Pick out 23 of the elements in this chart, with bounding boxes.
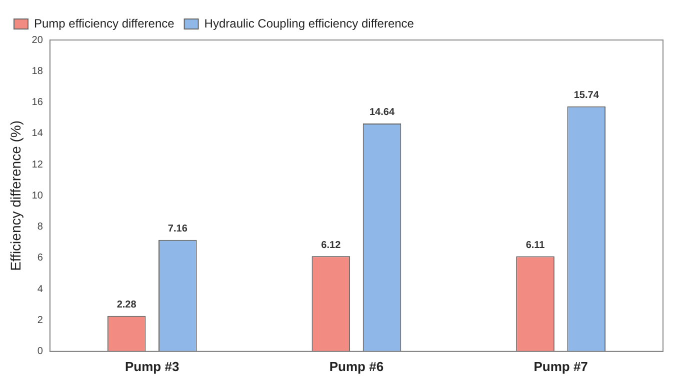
y-tick-label: 6	[37, 252, 44, 264]
legend-label: Hydraulic Coupling efficiency difference	[204, 16, 414, 30]
data-label: 6.11	[526, 240, 546, 252]
legend-label: Pump efficiency difference	[34, 16, 175, 30]
y-tick-label: 4	[37, 284, 44, 295]
data-label: 6.12	[321, 240, 342, 251]
y-tick-label: 16	[32, 97, 44, 108]
data-label: 15.74	[574, 90, 600, 102]
y-tick-label: 20	[32, 34, 44, 46]
y-tick-label: 12	[32, 159, 44, 170]
y-axis-title: Efficiency difference (%)	[7, 120, 24, 271]
y-tick-label: 18	[32, 66, 44, 77]
data-label: 2.28	[116, 300, 137, 311]
x-tick-label: Pump #6	[329, 358, 384, 374]
y-tick-label: 0	[37, 346, 44, 358]
data-label: 14.64	[369, 107, 395, 118]
y-tick-label: 10	[32, 190, 44, 202]
x-tick-label: Pump #3	[125, 358, 180, 374]
y-tick-label: 8	[37, 222, 44, 233]
y-tick-label: 14	[32, 128, 44, 140]
data-label: 7.16	[168, 224, 188, 235]
y-tick-label: 2	[37, 315, 44, 326]
x-tick-label: Pump #7	[534, 358, 588, 374]
